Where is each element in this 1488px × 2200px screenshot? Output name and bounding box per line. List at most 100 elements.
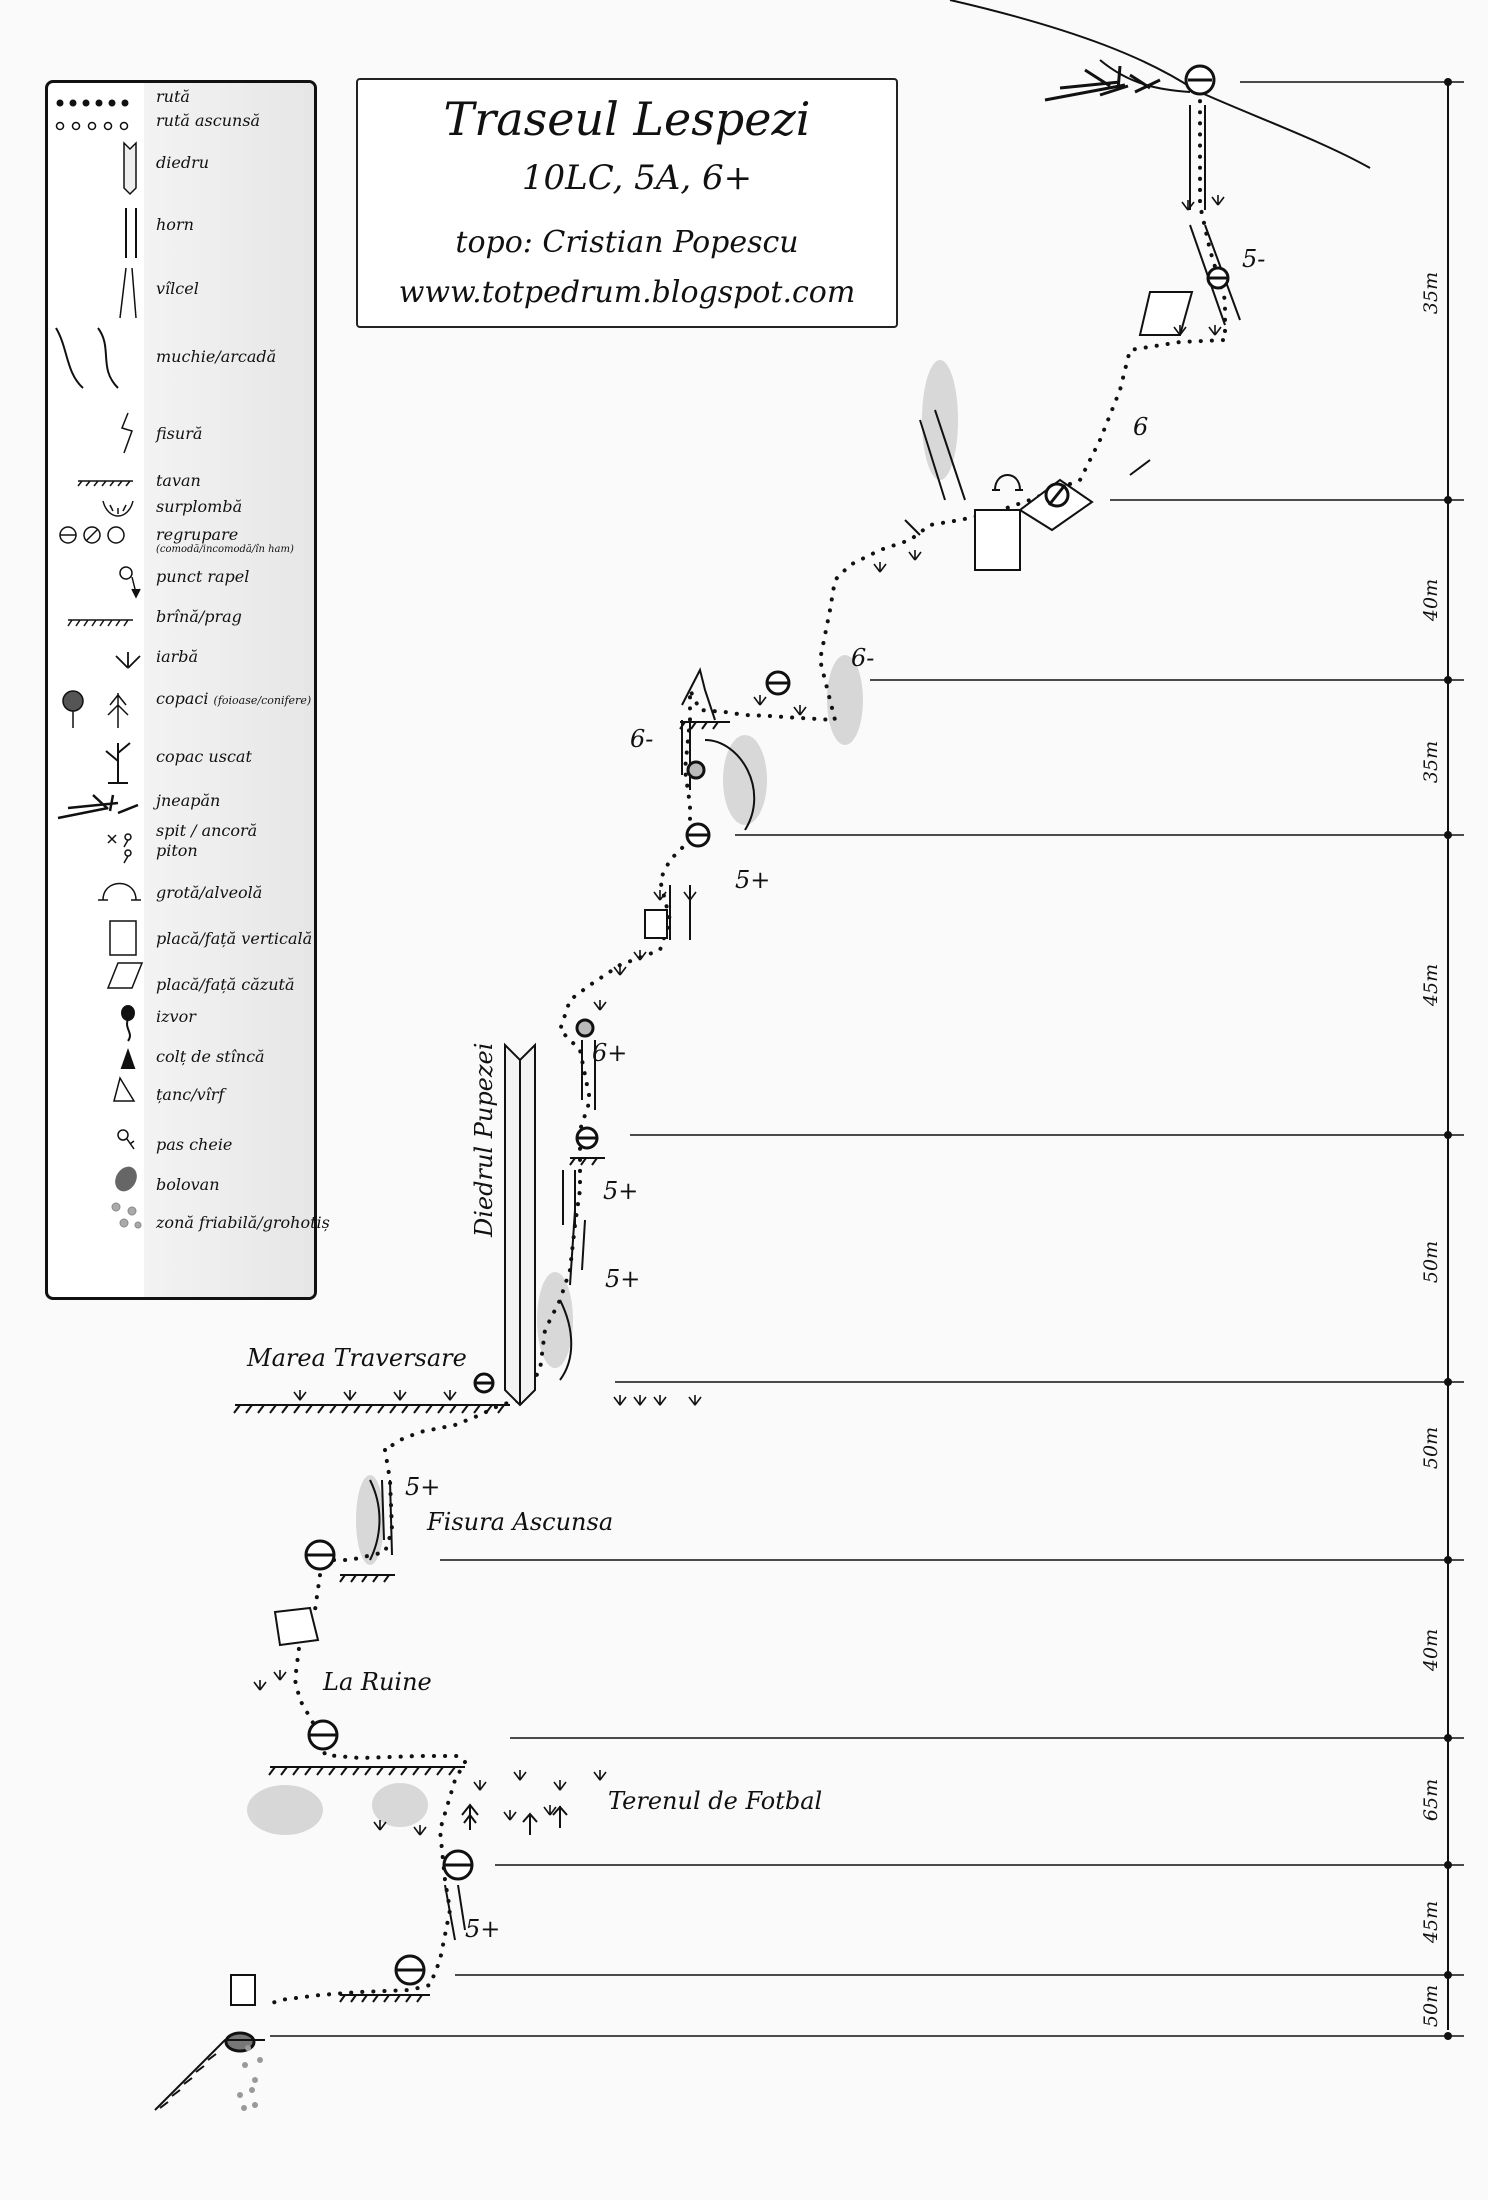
rock-spike-icon: [120, 1047, 136, 1069]
website-link[interactable]: www.totpedrum.blogspot.com: [398, 275, 856, 310]
legend-item-sub: (comodă/incomodă/în ham): [156, 544, 294, 555]
title-box: Traseul Lespezi 10LC, 5A, 6+ topo: Crist…: [356, 78, 898, 328]
legend-item: bolovan: [156, 1175, 220, 1194]
dwarf-pine-icon: [57, 794, 139, 820]
grass-tufts: [253, 195, 1225, 1836]
route-grade: 6-: [851, 644, 874, 672]
summit-ridge: [949, 0, 1371, 169]
route-grade: 5+: [465, 1915, 500, 1943]
legend-panel: rută rută ascunsă diedru horn vîlcel muc…: [45, 80, 330, 1300]
legend-item: vîlcel: [156, 279, 199, 298]
route-grade: 5+: [735, 866, 770, 894]
trees-icon: [461, 1803, 568, 1835]
place-name-la-ruine: La Ruine: [322, 1668, 432, 1696]
spring-icon: [121, 1005, 135, 1042]
route-grade: 5+: [603, 1177, 638, 1205]
place-name-terenul-de-fotbal: Terenul de Fotbal: [608, 1787, 822, 1815]
belay-icon: [765, 670, 791, 696]
belay-icon: [307, 1719, 339, 1751]
pitch-length-4: 45m: [1420, 964, 1442, 1007]
legend-item: horn: [156, 215, 194, 234]
belay-icon: [575, 1126, 599, 1150]
belay-stations: [224, 64, 1230, 2053]
legend-item: copaci (foioase/conifere): [156, 689, 311, 708]
scale-bar: [270, 78, 1464, 2040]
legend-item: punct rapel: [156, 567, 250, 586]
legend-item: pas cheie: [156, 1135, 233, 1154]
dead-tree-icon: [105, 742, 131, 784]
inclined-slab-icon: [273, 1606, 320, 1647]
route-grade-summary: 10LC, 5A, 6+: [521, 158, 753, 198]
bolt-piton-icon: [107, 833, 132, 864]
route-grade: 5+: [605, 1265, 640, 1293]
legend-item: regrupare (comodă/incomodă/în ham): [156, 525, 294, 555]
hidden-route-icon: [55, 121, 129, 131]
pitch-length-10: 50m: [1420, 1985, 1442, 2027]
legend-item-label2: piton: [156, 841, 198, 860]
key-step-icon: [575, 1018, 595, 1038]
inclined-slab-icon: [106, 962, 144, 989]
boulder-icon: [115, 1166, 137, 1192]
route-grade: 6+: [592, 1039, 627, 1067]
pitch-length-1: 35m: [1420, 272, 1442, 314]
place-name-diedrul-pupezei: Diedrul Pupezei: [470, 1043, 498, 1238]
legend-item-label: regrupare: [156, 525, 239, 544]
belay-icon: [1184, 64, 1216, 96]
crack-icon: [120, 412, 133, 454]
route-grade: 6: [1133, 413, 1148, 441]
belay-icon: [59, 526, 125, 544]
legend-item: muchie/arcadă: [156, 347, 277, 366]
grass-icon: [115, 652, 141, 669]
roof-icon: [77, 480, 133, 487]
belay-icon: [394, 1954, 426, 1986]
dwarf-pine-icon: [1044, 65, 1161, 102]
key-step-icon: [117, 1129, 135, 1150]
ledges: [233, 721, 730, 2003]
legend-item: copac uscat: [156, 747, 252, 766]
gully-icon: [119, 267, 137, 319]
place-name-marea-traversare: Marea Traversare: [246, 1344, 467, 1372]
legend-item: rută: [156, 87, 190, 106]
belay-icon: [685, 822, 711, 848]
legend-item: zonă friabilă/grohotiș: [156, 1213, 330, 1232]
rappel-point-icon: [119, 566, 141, 599]
edge-arch-icon: [55, 327, 119, 389]
legend-item-sub: (foioase/conifere): [213, 694, 312, 707]
ledge-icon: [67, 619, 133, 627]
pitch-length-9: 45m: [1420, 1901, 1442, 1944]
rock-features: [369, 105, 1241, 1941]
belay-icon: [442, 1849, 474, 1881]
overhang-icon: [102, 500, 134, 517]
route-path: [263, 88, 1227, 2008]
legend-item: tavan: [156, 471, 201, 490]
legend-item: brînă/prag: [156, 607, 242, 626]
legend-item-label: spit / ancoră: [156, 821, 258, 840]
topo-author: topo: Cristian Popescu: [455, 225, 799, 260]
scree-icon: [111, 1202, 142, 1229]
legend-item-label: copaci: [156, 689, 209, 708]
shaded-rock-areas: [247, 360, 958, 1835]
pinnacle-icon: [113, 1076, 136, 1102]
belay-icon: [686, 760, 706, 780]
route-dots-icon: [56, 99, 129, 107]
legend-icons: [55, 99, 144, 1229]
legend-item: surplombă: [156, 497, 243, 516]
slabs: [230, 291, 1194, 2006]
legend-item: diedru: [156, 153, 210, 172]
place-name-fisura-ascunsa: Fisura Ascunsa: [426, 1508, 613, 1536]
pitch-length-6: 50m: [1420, 1427, 1442, 1469]
legend-item: spit / ancoră piton: [156, 821, 257, 861]
trees-icon: [62, 690, 129, 728]
pitch-length-8: 65m: [1420, 1779, 1442, 1821]
vertical-slab-icon: [230, 1974, 256, 2006]
pitch-length-5: 50m: [1420, 1241, 1442, 1283]
legend-item: placă/față verticală: [156, 929, 313, 948]
route-title: Traseul Lespezi: [443, 92, 811, 146]
dihedral-icon: [123, 141, 137, 196]
belay-icon: [304, 1539, 336, 1571]
pitch-length-3: 35m: [1420, 741, 1442, 783]
cave-icon: [98, 882, 141, 901]
legend-item: colț de stîncă: [156, 1047, 265, 1066]
vertical-slab-icon: [109, 920, 137, 956]
